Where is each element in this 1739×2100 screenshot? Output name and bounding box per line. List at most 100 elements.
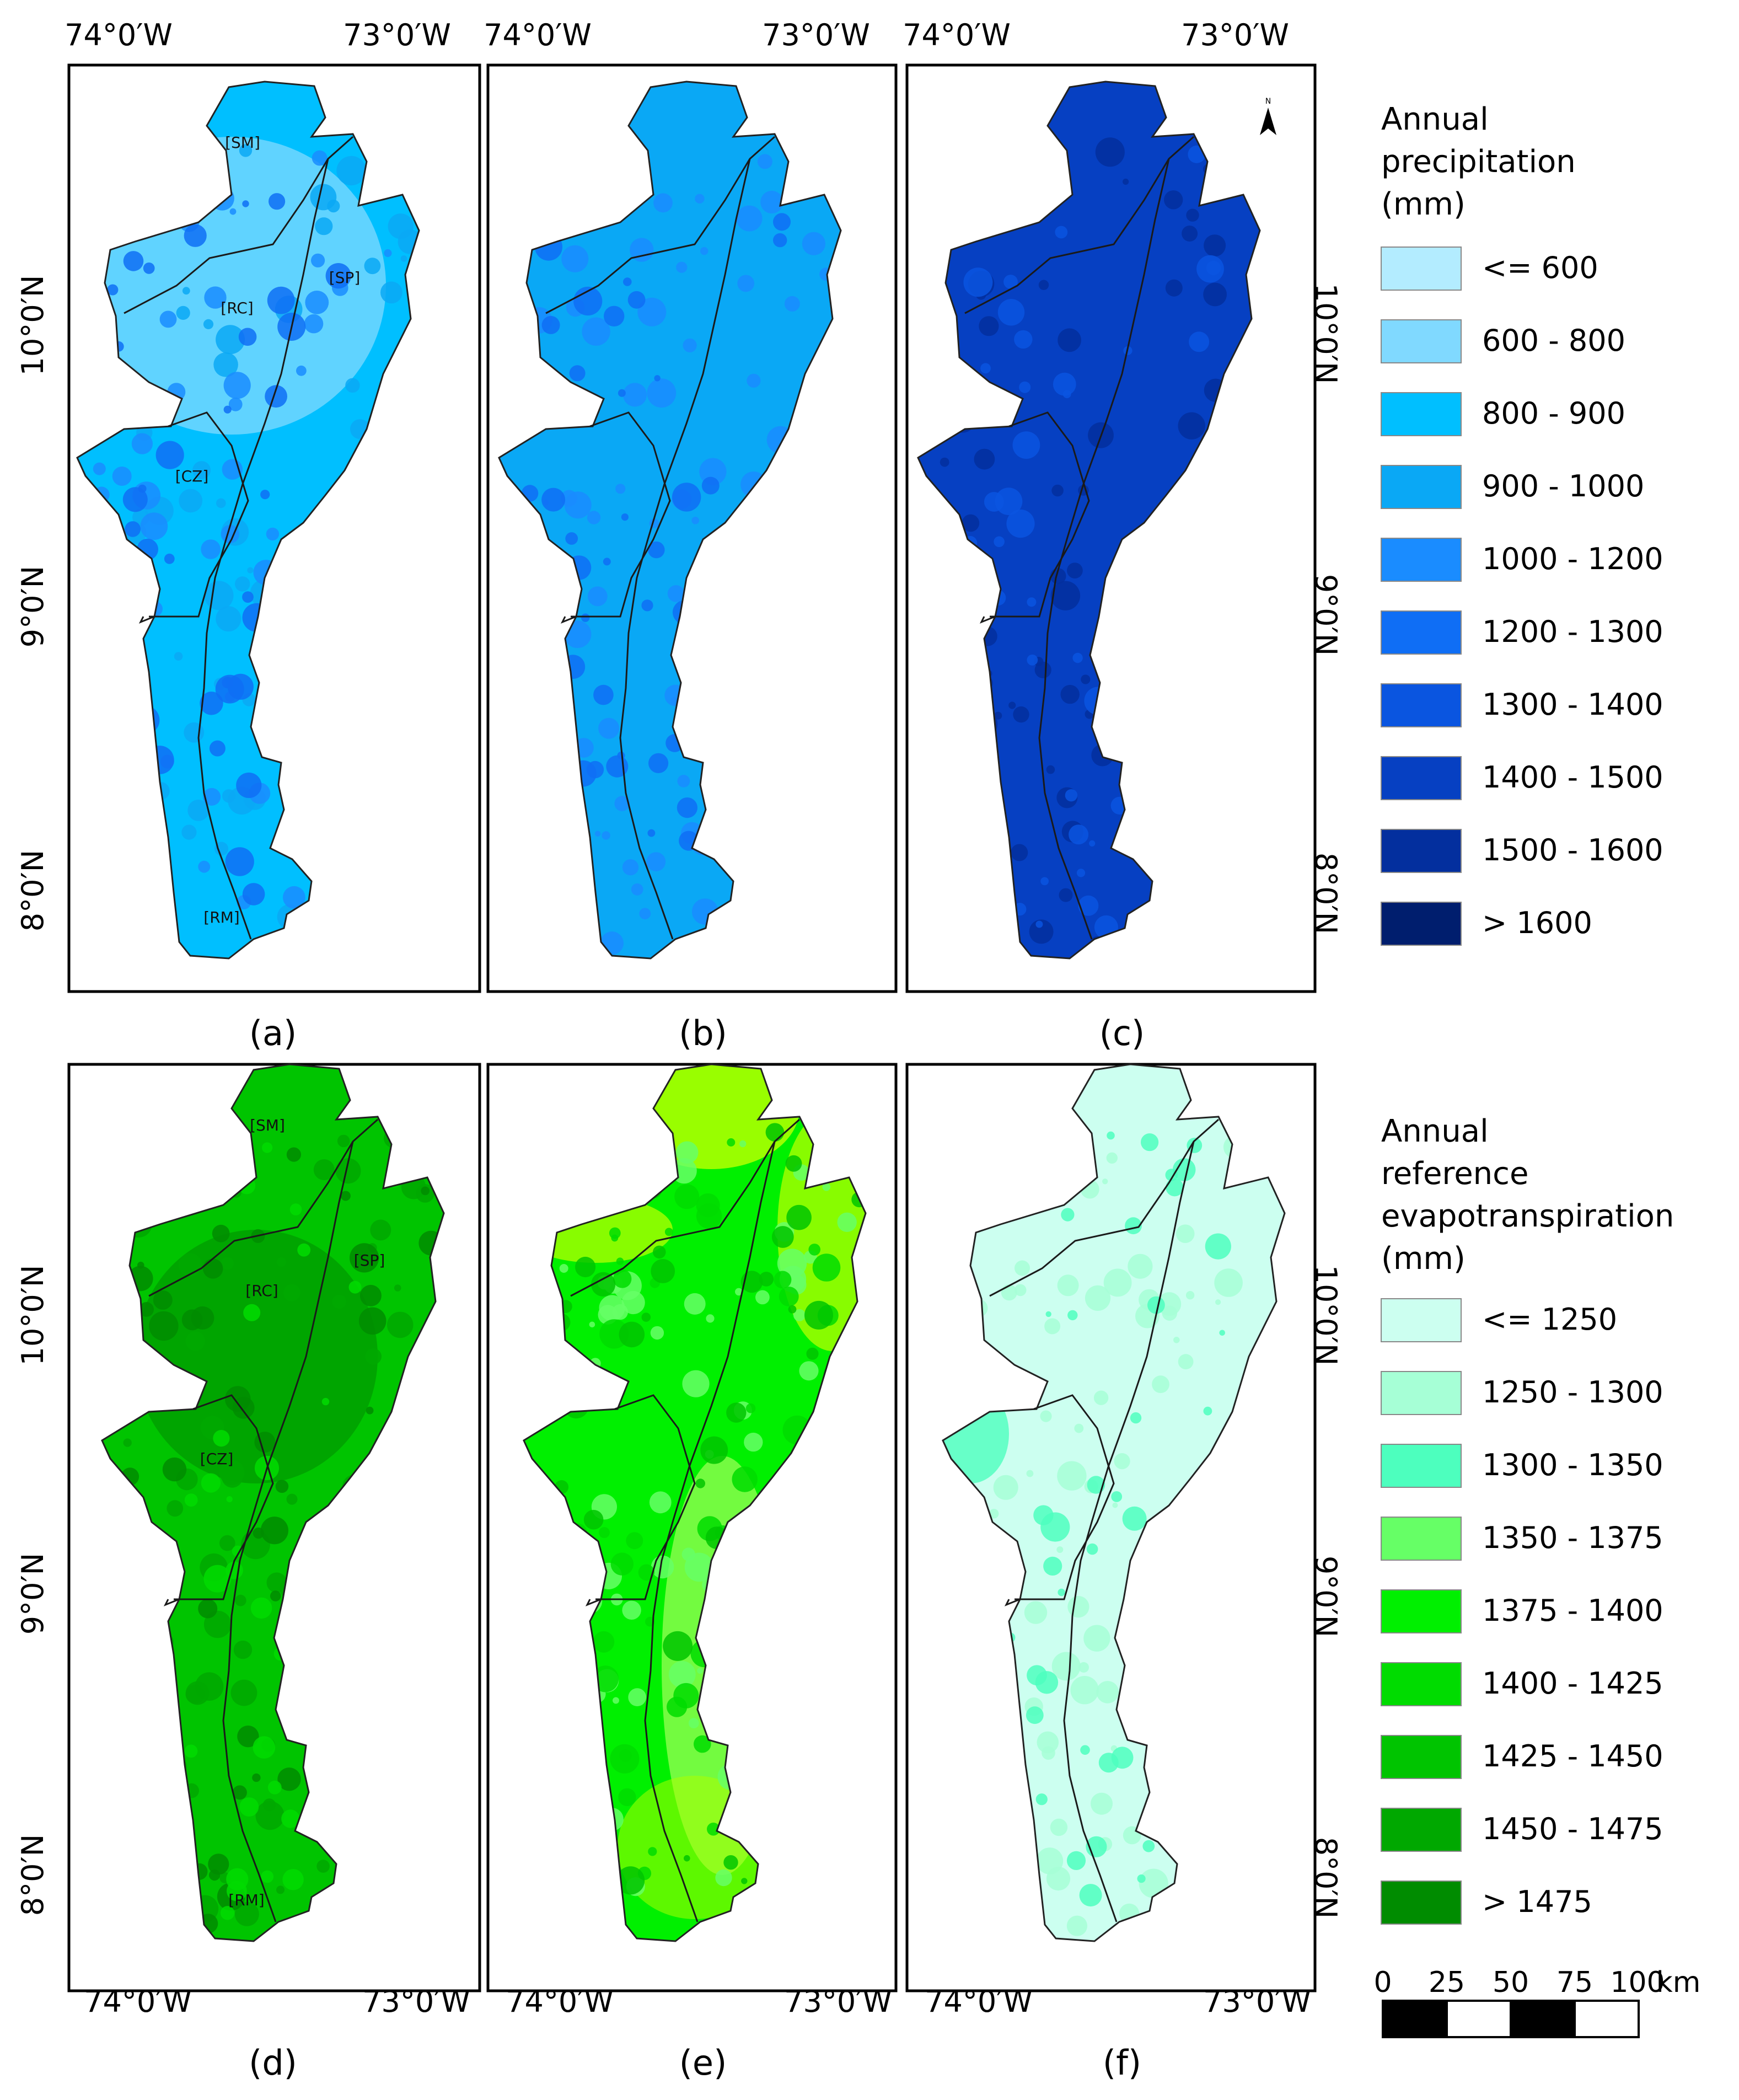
raster-cell <box>1034 661 1051 678</box>
legend-title-line: (mm) <box>1381 1241 1466 1277</box>
raster-cell <box>593 684 614 705</box>
raster-cell <box>182 287 190 295</box>
subregion-boundary <box>571 411 671 618</box>
raster-cell <box>176 306 190 320</box>
panel-label-c: (c) <box>1099 1013 1145 1053</box>
raster-cell <box>701 476 720 495</box>
panel-label-f: (f) <box>1103 2043 1141 2083</box>
raster-cell <box>940 457 949 467</box>
legend-title-line: precipitation <box>1381 144 1576 180</box>
precip-legend-label: 1300 - 1400 <box>1482 687 1663 722</box>
raster-cell <box>648 753 669 773</box>
raster-cell <box>313 1159 335 1181</box>
raster-cell <box>159 310 177 328</box>
raster-cell <box>737 275 755 292</box>
raster-cell <box>337 1134 350 1148</box>
raster-cell <box>691 517 699 524</box>
lon-label: 74°0′W <box>903 18 1011 52</box>
eto-legend-label: 1400 - 1425 <box>1482 1666 1663 1701</box>
raster-cell <box>647 378 677 408</box>
raster-cell <box>167 1500 184 1517</box>
raster-cell <box>283 886 305 909</box>
lat-label: 8°0′N <box>1308 1837 1343 1919</box>
precip-legend-label: 1000 - 1200 <box>1482 542 1663 576</box>
raster-cell <box>107 284 119 296</box>
raster-cell <box>1029 919 1054 944</box>
raster-cell <box>184 722 205 743</box>
raster-cell <box>1060 684 1080 704</box>
scale-unit: km <box>1656 1966 1701 1999</box>
lon-label: 73°0′W <box>762 18 870 52</box>
raster-cell <box>252 1773 261 1782</box>
raster-cell <box>305 291 329 314</box>
region-label: [RC] <box>221 299 253 317</box>
precip-legend-swatch <box>1381 465 1462 509</box>
precip-legend-label: 600 - 800 <box>1482 323 1625 358</box>
raster-cell <box>623 277 632 286</box>
raster-cell <box>1006 509 1035 538</box>
region-label: [SP] <box>329 269 361 287</box>
raster-cell <box>684 1855 690 1862</box>
precip-legend-swatch <box>1381 829 1462 873</box>
lat-label: 10°0′N <box>15 275 50 376</box>
raster-cell <box>735 1288 743 1296</box>
eto-legend-swatch <box>1381 1371 1462 1415</box>
raster-cell <box>181 1309 203 1331</box>
map-panel-a: [SM] [RC] [SP] [CZ] [RM] <box>67 63 481 993</box>
raster-cell <box>149 1311 179 1341</box>
raster-cell <box>253 1527 264 1539</box>
raster-cell <box>237 1726 259 1748</box>
north-arrow-label: N <box>1265 97 1271 106</box>
raster-cell <box>359 1284 382 1306</box>
raster-cell <box>215 674 244 704</box>
scale-tick-label: 0 <box>1373 1966 1392 1999</box>
subregion-boundary <box>163 1598 180 1606</box>
raster-cell <box>611 1234 619 1242</box>
raster-cell <box>1173 1337 1180 1343</box>
raster-cell <box>1066 1915 1087 1936</box>
raster-cell <box>989 1509 999 1519</box>
raster-cell <box>198 1599 218 1619</box>
raster-cell <box>155 441 184 469</box>
raster-cell <box>125 521 141 537</box>
raster-cell <box>1027 654 1038 666</box>
raster-cell <box>774 1271 792 1289</box>
raster-cell <box>622 383 647 407</box>
raster-cell <box>1125 1217 1142 1235</box>
zone-patch <box>135 1230 378 1483</box>
raster-cell <box>688 1718 699 1729</box>
raster-cell <box>1214 1268 1243 1297</box>
raster-cell <box>696 1203 722 1229</box>
raster-cell <box>808 1244 820 1256</box>
raster-cell <box>565 532 578 545</box>
raster-cell <box>235 576 250 592</box>
raster-cell <box>250 1597 272 1619</box>
raster-cell <box>234 1901 259 1926</box>
raster-cell <box>677 775 690 788</box>
raster-cell <box>1056 1546 1064 1553</box>
raster-cell <box>962 514 980 532</box>
raster-cell <box>631 883 643 896</box>
raster-cell <box>663 1631 693 1661</box>
lon-label: 73°0′W <box>362 1984 470 2019</box>
raster-cell <box>164 553 175 564</box>
raster-cell <box>1051 484 1064 497</box>
raster-cell <box>93 462 106 475</box>
raster-cell <box>223 372 251 399</box>
raster-cell <box>234 1594 246 1606</box>
raster-cell <box>233 1640 253 1659</box>
raster-cell <box>336 156 366 186</box>
lon-label: 73°0′W <box>1181 18 1289 52</box>
eto-legend-swatch <box>1381 1808 1462 1852</box>
raster-cell <box>587 511 601 524</box>
raster-cell <box>650 1326 664 1340</box>
raster-cell <box>140 512 168 540</box>
raster-cell <box>198 860 211 873</box>
raster-cell <box>695 1478 705 1488</box>
region-label: [RM] <box>203 908 239 926</box>
map-panel-c <box>905 63 1317 993</box>
raster-cell <box>649 1491 672 1514</box>
raster-cell <box>1107 1131 1115 1140</box>
raster-cell <box>646 852 666 871</box>
raster-cell <box>1187 1138 1203 1153</box>
